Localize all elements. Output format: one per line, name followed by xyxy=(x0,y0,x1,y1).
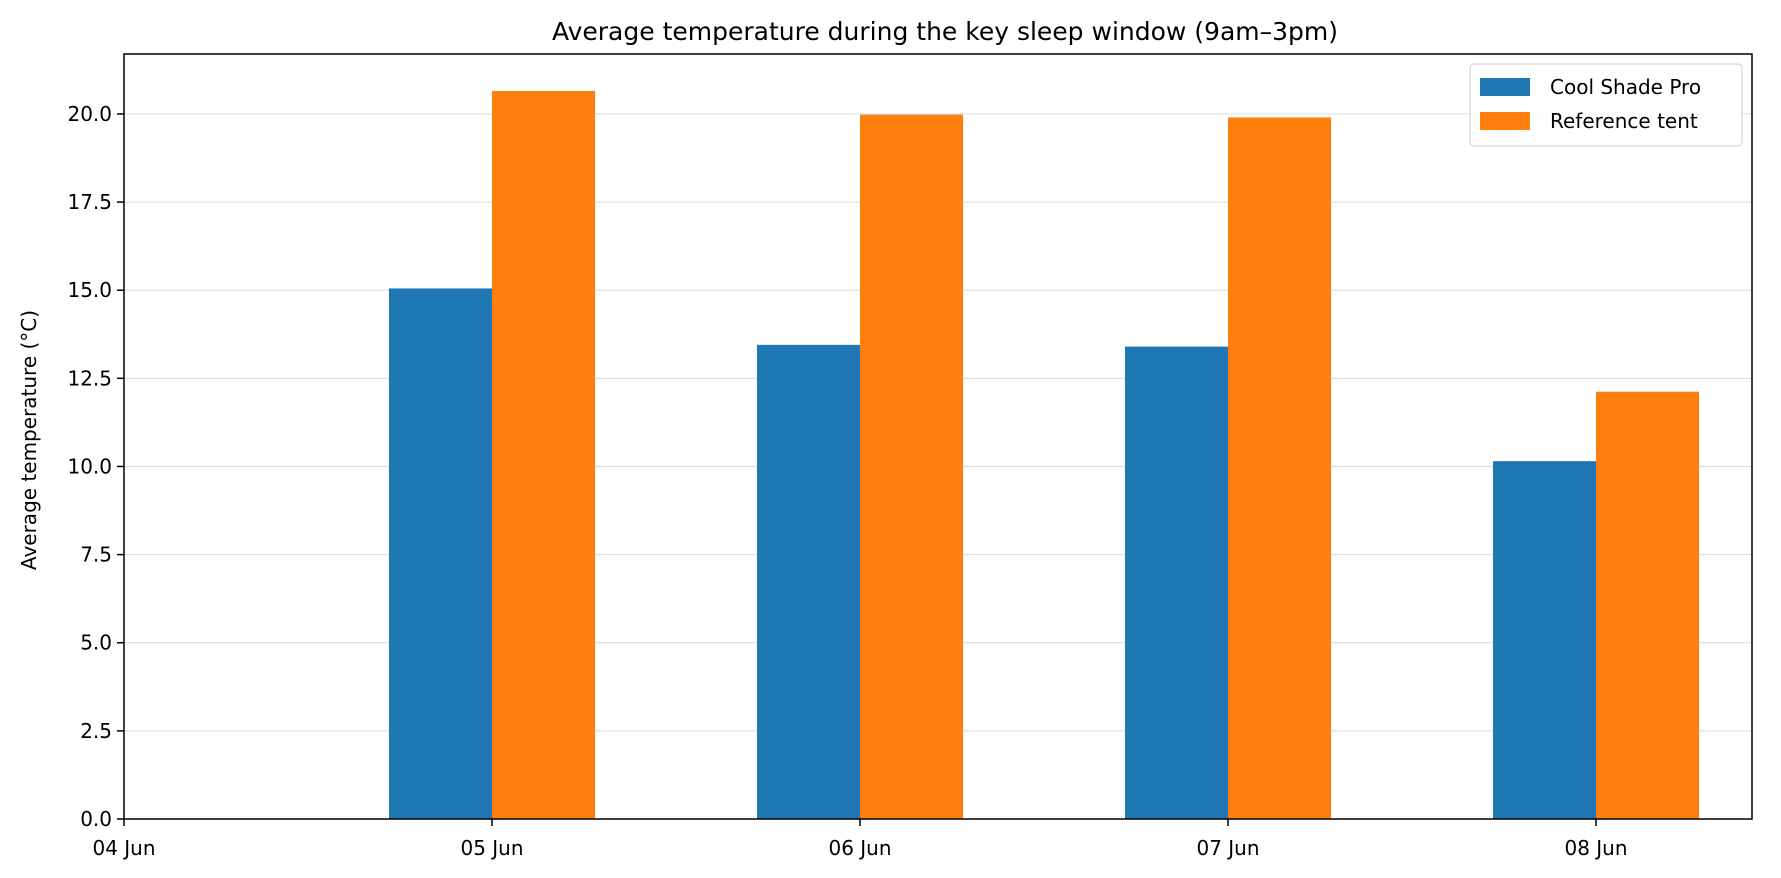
y-tick-label: 20.0 xyxy=(67,102,112,126)
bars xyxy=(389,91,1699,820)
bar-reference-tent-06-jun xyxy=(860,114,963,820)
x-tick-label: 08 Jun xyxy=(1564,836,1627,860)
bar-reference-tent-05-jun xyxy=(492,91,595,820)
plot-frame xyxy=(123,53,1753,820)
bar-reference-tent-07-jun xyxy=(1228,117,1331,819)
legend-box xyxy=(1469,63,1743,147)
bar-cool-shade-pro-08-jun xyxy=(1493,461,1596,819)
y-tick-label: 7.5 xyxy=(80,543,112,567)
y-axis-label: Average temperature (°C) xyxy=(17,310,41,570)
legend-swatch xyxy=(1480,78,1530,96)
legend-label: Cool Shade Pro xyxy=(1550,75,1701,99)
x-tick-label: 07 Jun xyxy=(1196,836,1259,860)
bar-cool-shade-pro-06-jun xyxy=(757,344,860,819)
y-tick-label: 17.5 xyxy=(67,190,112,214)
x-tick-label: 04 Jun xyxy=(92,836,155,860)
y-tick-label: 0.0 xyxy=(80,807,112,831)
y-tick-label: 15.0 xyxy=(67,278,112,302)
x-axis: 04 Jun 05 Jun 06 Jun 07 Jun 08 Jun xyxy=(92,819,1628,860)
bar-cool-shade-pro-05-jun xyxy=(389,288,492,819)
legend-label: Reference tent xyxy=(1550,109,1698,133)
chart-title: Average temperature during the key sleep… xyxy=(552,17,1338,46)
x-tick-label: 05 Jun xyxy=(460,836,523,860)
y-axis: 0.0 2.5 5.0 7.5 10.0 12.5 15.0 17.5 20.0 xyxy=(67,102,124,831)
y-tick-label: 12.5 xyxy=(67,366,112,390)
y-tick-label: 5.0 xyxy=(80,631,112,655)
x-tick-label: 06 Jun xyxy=(828,836,891,860)
legend: Cool Shade Pro Reference tent xyxy=(1469,63,1743,147)
bar-cool-shade-pro-07-jun xyxy=(1125,346,1228,819)
y-tick-label: 10.0 xyxy=(67,454,112,478)
legend-swatch xyxy=(1480,112,1530,130)
bar-reference-tent-08-jun xyxy=(1596,391,1699,819)
y-tick-label: 2.5 xyxy=(80,719,112,743)
